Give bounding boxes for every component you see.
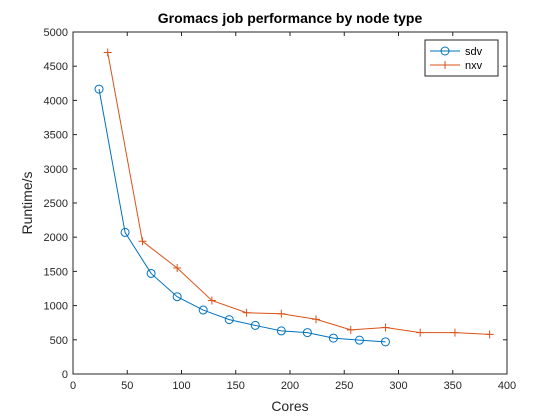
y-tick-label: 1500 bbox=[44, 266, 68, 278]
series-sdv-point bbox=[120, 227, 130, 237]
series-sdv bbox=[94, 84, 390, 347]
series-sdv-point bbox=[146, 268, 156, 278]
x-tick-label: 50 bbox=[121, 380, 133, 392]
series-nxv-point bbox=[416, 328, 425, 337]
y-tick-label: 2000 bbox=[44, 232, 68, 244]
x-tick-label: 0 bbox=[70, 380, 76, 392]
series-layer bbox=[94, 48, 494, 347]
legend-box bbox=[424, 39, 499, 77]
series-nxv-point bbox=[138, 237, 147, 246]
series-nxv-point bbox=[103, 48, 112, 57]
x-tick-label: 400 bbox=[498, 380, 516, 392]
series-sdv-point bbox=[276, 326, 286, 336]
y-tick-label: 0 bbox=[62, 369, 68, 381]
legend-nxv-point bbox=[441, 61, 449, 69]
legend-item-sdv: sdv bbox=[430, 46, 483, 58]
y-tick-label: 2500 bbox=[44, 198, 68, 210]
y-tick-label: 4000 bbox=[44, 95, 68, 107]
series-nxv-point bbox=[346, 325, 355, 334]
legend-label-nxv: nxv bbox=[465, 60, 483, 72]
series-nxv-point bbox=[277, 309, 286, 318]
series-nxv-point bbox=[312, 315, 321, 324]
y-tick-label: 4500 bbox=[44, 61, 68, 73]
plot-area bbox=[73, 32, 507, 374]
chart-title: Gromacs job performance by node type bbox=[158, 10, 423, 26]
series-sdv-point bbox=[328, 333, 338, 343]
series-sdv-point bbox=[250, 320, 260, 330]
x-tick-label: 250 bbox=[335, 380, 353, 392]
y-axis-label: Runtime/s bbox=[19, 171, 35, 234]
series-sdv-point bbox=[354, 335, 364, 345]
y-tick-label: 3500 bbox=[44, 130, 68, 142]
legend-label-sdv: sdv bbox=[465, 46, 483, 58]
y-tick-label: 1000 bbox=[44, 301, 68, 313]
series-sdv-point bbox=[172, 292, 182, 302]
series-sdv-point bbox=[198, 305, 208, 315]
series-nxv-point bbox=[173, 263, 182, 272]
series-nxv-point bbox=[450, 328, 459, 337]
series-nxv-point bbox=[381, 323, 390, 332]
legend-item-nxv: nxv bbox=[430, 60, 483, 72]
series-nxv-point bbox=[242, 308, 251, 317]
series-sdv-point bbox=[302, 328, 312, 338]
y-tick-label: 5000 bbox=[44, 27, 68, 39]
series-nxv-point bbox=[485, 330, 494, 339]
y-tick-label: 500 bbox=[50, 335, 68, 347]
x-tick-label: 200 bbox=[281, 380, 299, 392]
legend: sdv nxv bbox=[424, 39, 499, 77]
ticks-layer: 0 50 100 150 200 250 300 350 4000500100015002000… bbox=[44, 27, 517, 392]
series-nxv bbox=[103, 48, 494, 339]
series-nxv-point bbox=[207, 296, 216, 305]
x-tick-label: 150 bbox=[227, 380, 245, 392]
legend-sdv-point bbox=[440, 46, 450, 56]
series-sdv-point bbox=[380, 337, 390, 347]
series-sdv-point bbox=[94, 84, 104, 94]
series-sdv-point bbox=[224, 315, 234, 325]
x-tick-label: 100 bbox=[172, 380, 190, 392]
x-axis-label: Cores bbox=[271, 398, 308, 414]
x-tick-label: 300 bbox=[389, 380, 407, 392]
series-nxv-line bbox=[107, 52, 490, 335]
x-tick-label: 350 bbox=[444, 380, 462, 392]
y-tick-label: 3000 bbox=[44, 164, 68, 176]
